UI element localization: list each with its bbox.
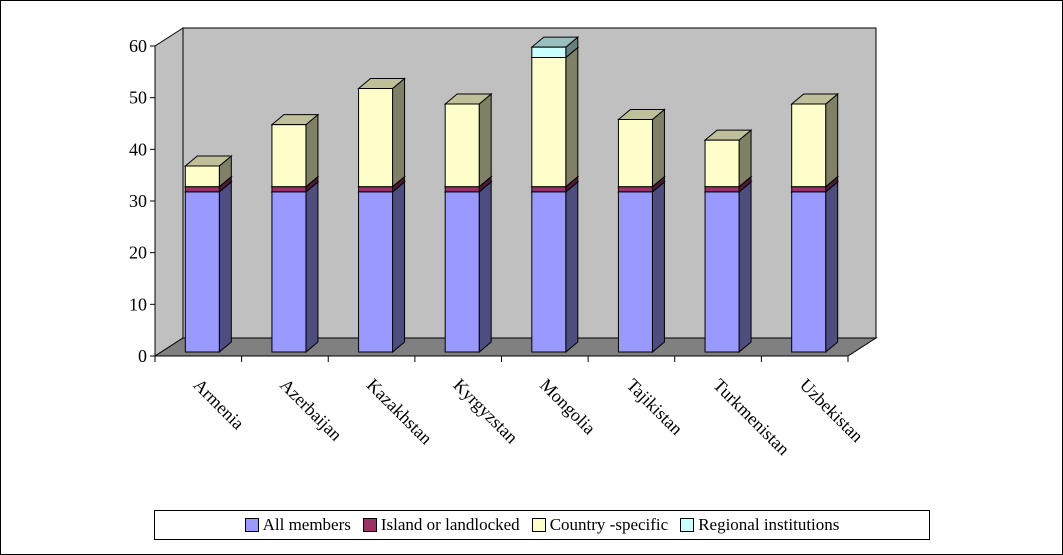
bar-segment bbox=[358, 186, 394, 193]
bar-side bbox=[392, 180, 406, 354]
bar-segment bbox=[444, 103, 480, 188]
legend-swatch bbox=[680, 518, 695, 532]
y-tick-label: 40 bbox=[129, 139, 147, 159]
bar-segment bbox=[271, 124, 307, 188]
bar-segment bbox=[184, 165, 220, 188]
bar-side bbox=[565, 180, 579, 354]
bar-side bbox=[565, 46, 579, 188]
bar-segment bbox=[791, 103, 827, 188]
bar-segment bbox=[184, 186, 220, 193]
bar-segment bbox=[358, 88, 394, 188]
bar-side bbox=[825, 180, 839, 354]
legend-swatch bbox=[362, 518, 377, 532]
y-tick-label: 0 bbox=[138, 346, 147, 366]
bar-segment bbox=[358, 191, 394, 353]
bar-side bbox=[478, 180, 492, 354]
bar-segment bbox=[617, 191, 653, 353]
legend-label: Country -specific bbox=[549, 515, 669, 534]
bar-segment bbox=[791, 191, 827, 353]
x-tick-label: Armenia bbox=[189, 375, 248, 434]
floor bbox=[153, 337, 878, 357]
x-tick-label: Tajikistan bbox=[623, 375, 687, 439]
y-tick-label: 60 bbox=[129, 36, 147, 56]
y-tick-label: 20 bbox=[129, 243, 147, 263]
legend-item: Country -specific bbox=[531, 515, 669, 535]
bar-side bbox=[738, 180, 752, 354]
legend-item: Regional institutions bbox=[680, 515, 839, 535]
bar-side bbox=[305, 180, 319, 354]
bar-side bbox=[651, 108, 665, 188]
x-tick-label: Turkmenistan bbox=[709, 375, 793, 459]
bar-segment bbox=[531, 46, 567, 59]
bar-segment bbox=[791, 186, 827, 193]
x-tick-label: Azerbaijan bbox=[276, 375, 346, 445]
y-tick-label: 50 bbox=[129, 88, 147, 108]
legend-swatch bbox=[531, 518, 546, 532]
bar-segment bbox=[704, 139, 740, 188]
x-tick-label: Kyrgyzstan bbox=[449, 375, 522, 448]
side-wall bbox=[154, 27, 184, 357]
legend-swatch bbox=[244, 518, 259, 532]
bar-side bbox=[478, 92, 492, 188]
bar-side bbox=[651, 180, 665, 354]
legend-item: Island or landlocked bbox=[362, 515, 520, 535]
chart-legend: All members Island or landlocked Country -… bbox=[154, 510, 930, 540]
y-tick-label: 30 bbox=[129, 191, 147, 211]
bar-segment bbox=[271, 186, 307, 193]
bar-segment bbox=[184, 191, 220, 353]
legend-label: Island or landlocked bbox=[380, 515, 520, 534]
bar-segment bbox=[704, 191, 740, 353]
bar-segment bbox=[531, 57, 567, 188]
bar-side bbox=[305, 113, 319, 188]
bar-side bbox=[825, 92, 839, 188]
bar-segment bbox=[271, 191, 307, 353]
bar-segment bbox=[531, 191, 567, 353]
x-tick-label: Uzbekistan bbox=[796, 375, 867, 446]
legend-label: All members bbox=[262, 515, 351, 534]
bar-segment bbox=[617, 119, 653, 188]
bar-segment bbox=[617, 186, 653, 193]
bar-segment bbox=[444, 186, 480, 193]
x-tick-label: Kazakhstan bbox=[363, 375, 437, 449]
bar-side bbox=[392, 77, 406, 188]
bar-segment bbox=[704, 186, 740, 193]
y-tick-label: 10 bbox=[129, 294, 147, 314]
legend-label: Regional institutions bbox=[698, 515, 840, 534]
legend-item: All members bbox=[244, 515, 351, 535]
x-tick-label: Mongolia bbox=[536, 375, 600, 439]
bar-segment bbox=[444, 191, 480, 353]
bar-segment bbox=[531, 186, 567, 193]
bar-side bbox=[218, 180, 232, 354]
